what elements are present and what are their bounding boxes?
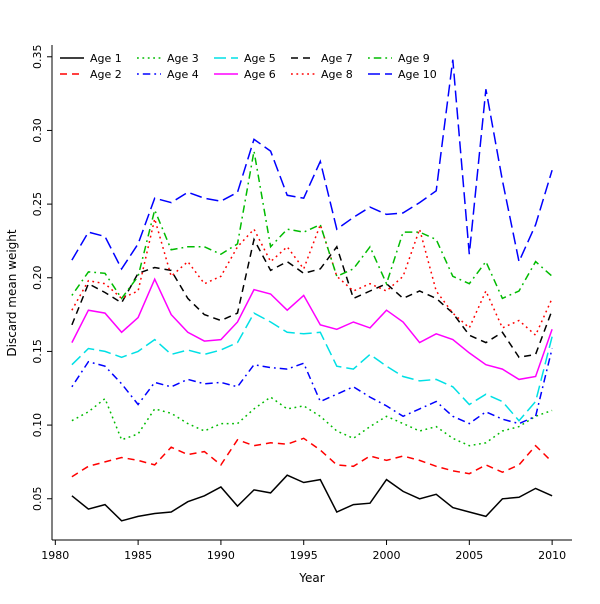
series-line-age-10 [71,59,553,271]
series-line-age-8 [71,215,553,337]
legend-label-age-2: Age 2 [90,68,122,81]
x-tick-label: 1985 [124,549,152,562]
y-tick-label: 0.35 [31,45,44,70]
y-tick-label: 0.05 [31,487,44,512]
x-tick-label: 1995 [290,549,318,562]
series-line-age-1 [71,474,553,522]
y-tick-label: 0.10 [31,413,44,438]
plot-layer: 1980 1985 1990 1995 2000 2005 2010 0.05 0.10 0.15… [31,45,572,562]
legend-label-age-9: Age 9 [398,52,430,65]
series-line-age-3 [71,396,553,447]
x-tick-label: 2010 [538,549,566,562]
y-tick-label: 0.20 [31,266,44,291]
legend-label-age-6: Age 6 [244,68,276,81]
y-tick-label: 0.15 [31,339,44,364]
legend-label-age-3: Age 3 [167,52,199,65]
y-tick-label: 0.25 [31,192,44,217]
legend-label-age-4: Age 4 [167,68,199,81]
x-tick-label: 2005 [455,549,483,562]
series-line-age-7 [71,237,553,359]
series-line-age-6 [71,277,553,381]
legend-label-age-5: Age 5 [244,52,276,65]
x-tick-label: 1990 [207,549,235,562]
series-line-age-2 [71,437,553,478]
series-line-age-9 [71,150,553,300]
x-tick-label: 2000 [373,549,401,562]
legend-label-age-8: Age 8 [321,68,353,81]
y-tick-label: 0.30 [31,118,44,143]
x-axis-label: Year [298,571,324,585]
series-line-age-5 [71,312,553,422]
y-axis-label: Discard mean weight [5,229,19,357]
x-tick-label: 1980 [41,549,69,562]
legend-label-age-1: Age 1 [90,52,122,65]
legend-label-age-10: Age 10 [398,68,437,81]
legend-label-age-7: Age 7 [321,52,353,65]
